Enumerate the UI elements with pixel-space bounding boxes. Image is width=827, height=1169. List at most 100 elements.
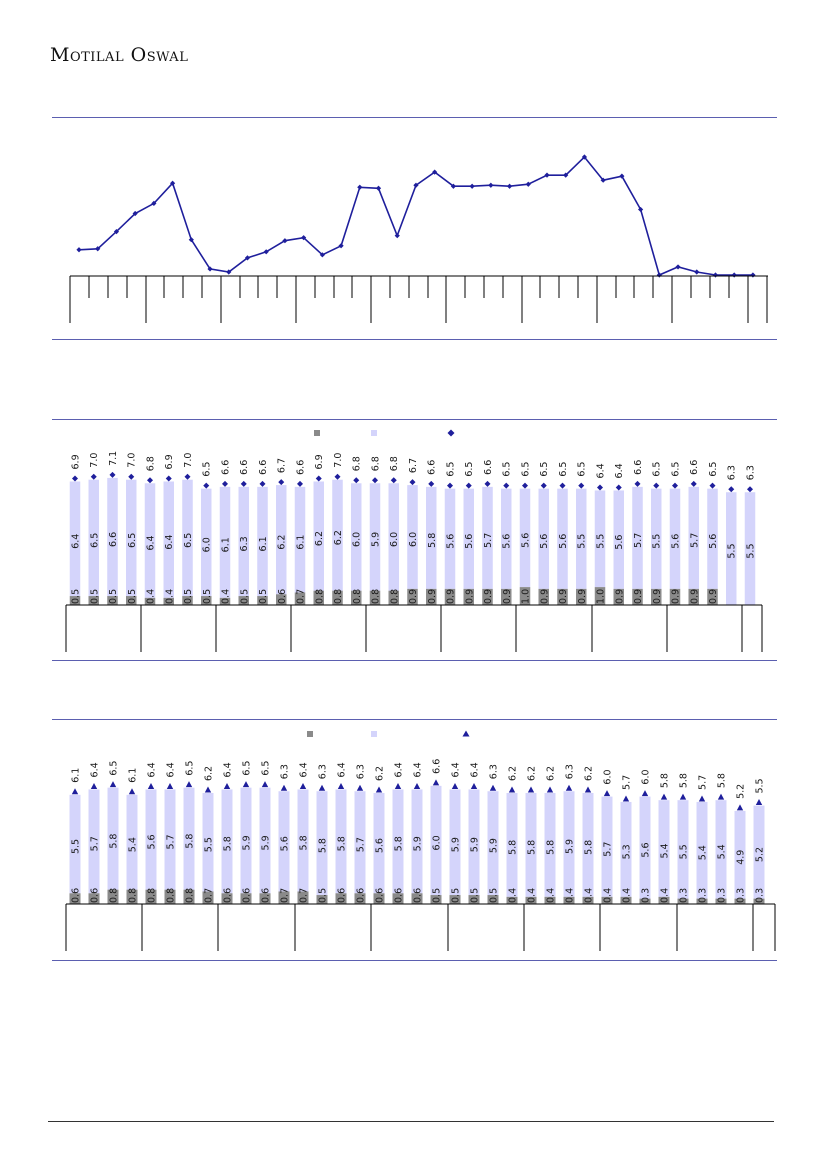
chart2-mid-label-24: 5.6	[521, 533, 532, 548]
chart3-mid-label-27: 5.8	[584, 840, 595, 855]
chart2-total-label-27: 6.5	[577, 462, 588, 477]
chart3-marker-34	[717, 793, 725, 800]
chart3-bar-bottom-4	[145, 889, 157, 904]
chart3-bar-bottom-31	[658, 896, 670, 904]
chart3-bar-top-6	[183, 787, 195, 890]
chart2-marker-18	[409, 479, 416, 486]
chart3-bar-top-0	[69, 794, 81, 894]
chart3-marker-18	[413, 782, 421, 789]
chart2-total-label-2: 7.1	[108, 451, 119, 466]
chart3-total-label-1: 6.4	[90, 762, 101, 777]
chart3-bar-bottom-27	[582, 896, 594, 904]
chart3-total-label-14: 6.4	[337, 762, 348, 777]
chart3-bar-top-16	[373, 793, 385, 894]
chart3-bottom-label-20: 0.5	[451, 888, 462, 903]
chart3-bar-top-20	[449, 789, 461, 896]
chart3-mid-label-33: 5.4	[698, 845, 709, 860]
chart3-total-label-29: 5.7	[622, 775, 633, 790]
chart2-bar-bottom-15	[351, 590, 362, 605]
chart3-bar-top-22	[487, 791, 499, 896]
line-point-29	[619, 173, 625, 179]
chart3-marker-0	[71, 788, 79, 795]
chart3-bar-top-31	[658, 800, 670, 897]
chart2-bar-bottom-1	[88, 596, 99, 605]
chart2-mid-label-32: 5.6	[671, 534, 682, 549]
chart2-marker-27	[578, 482, 585, 489]
chart3-mid-label-3: 5.4	[128, 837, 139, 852]
chart2-bar-bottom-11	[276, 594, 287, 605]
chart3-bottom-label-17: 0.6	[394, 888, 405, 903]
chart3-bottom-label-0: 0.6	[71, 888, 82, 903]
chart2-total-label-17: 6.8	[389, 456, 400, 471]
chart2-marker-20	[447, 482, 453, 489]
chart3-mid-label-23: 5.8	[508, 840, 519, 855]
chart3-bottom-label-6: 0.8	[185, 888, 196, 903]
chart3-bar-top-10	[259, 787, 271, 894]
chart2-legend-swatch-marker	[447, 429, 455, 437]
chart2-bottom-label-33: 0.9	[689, 589, 700, 604]
chart3-bar-bottom-28	[601, 896, 613, 904]
chart2-bar-bottom-21	[463, 588, 474, 605]
chart2-total-label-24: 6.5	[521, 462, 532, 477]
chart3-mid-label-4: 5.6	[147, 834, 158, 849]
chart3-mid-label-16: 5.6	[375, 838, 386, 853]
chart2-mid-label-36: 5.5	[746, 544, 757, 559]
chart3-mid-label-29: 5.3	[622, 844, 633, 859]
chart2-bar-bottom-5	[163, 597, 174, 605]
chart2-marker-2	[109, 471, 116, 478]
chart2-bottom-label-2: 0.5	[108, 589, 119, 604]
chart2-bottom-label-5: 0.4	[164, 589, 175, 604]
chart2-legend-swatch-bottom	[314, 430, 320, 436]
chart3-total-label-12: 6.4	[299, 762, 310, 777]
chart2-marker-33	[690, 480, 697, 487]
chart2-bottom-label-15: 0.8	[352, 589, 363, 604]
chart2-bar-bottom-17	[388, 590, 399, 605]
chart2-bar-top-18	[407, 485, 418, 589]
chart3-bar-top-2	[107, 787, 119, 890]
chart2-mid-label-7: 6.0	[202, 537, 213, 552]
chart2-bar-bottom-28	[594, 587, 606, 605]
chart2-bottom-label-29: 0.9	[614, 589, 625, 604]
chart2-marker-16	[372, 477, 378, 484]
chart3-bar-bottom-8	[221, 893, 233, 904]
chart3-total-label-21: 6.4	[470, 762, 481, 777]
chart3-marker-27	[584, 786, 592, 793]
chart3-bar-bottom-6	[183, 889, 195, 904]
chart3-mid-label-21: 5.9	[470, 837, 481, 852]
chart3-marker-5	[166, 782, 174, 789]
chart2-bottom-label-21: 0.9	[464, 589, 475, 604]
chart2-total-label-34: 6.5	[708, 462, 719, 477]
chart3-marker-15	[356, 784, 364, 791]
chart3-bar-bottom-9	[240, 893, 252, 904]
chart2-bottom-label-22: 0.9	[483, 589, 494, 604]
chart2-bottom-label-9: 0.5	[239, 589, 250, 604]
chart2-bar-bottom-34	[707, 588, 718, 605]
chart2-marker-25	[540, 482, 547, 489]
chart3-bar-bottom-12	[297, 891, 309, 904]
chart3-bar-bottom-35	[734, 898, 746, 904]
chart3-total-label-19: 6.6	[432, 759, 443, 774]
chart2-bar-top-26	[557, 488, 568, 589]
chart3-bar-bottom-18	[411, 893, 423, 904]
chart3-total-label-31: 5.8	[660, 773, 671, 788]
chart3-bar-top-3	[126, 794, 138, 890]
chart2-total-label-21: 6.5	[464, 462, 475, 477]
chart2-bottom-label-12: 0.7	[296, 589, 307, 604]
chart3-marker-4	[147, 782, 155, 789]
chart3-bottom-label-16: 0.6	[375, 888, 386, 903]
chart2-bar-top-25	[538, 488, 549, 589]
line-point-31	[656, 272, 662, 278]
line-point-24	[525, 181, 531, 187]
chart2-marker-35	[728, 486, 735, 493]
chart2-marker-11	[278, 479, 285, 486]
chart2-bar-top-21	[463, 488, 474, 589]
chart2-bar-bottom-31	[651, 588, 662, 605]
chart2-bottom-label-10: 0.5	[258, 589, 269, 604]
footer-rule	[48, 1121, 774, 1122]
chart3-bottom-label-31: 0.4	[660, 888, 671, 903]
chart3-marker-9	[242, 781, 250, 788]
chart2-bar-bottom-7	[201, 596, 212, 605]
chart2-bar-top-20	[444, 488, 456, 589]
chart3-mid-label-22: 5.9	[489, 838, 500, 853]
chart2-bottom-label-13: 0.8	[314, 589, 325, 604]
